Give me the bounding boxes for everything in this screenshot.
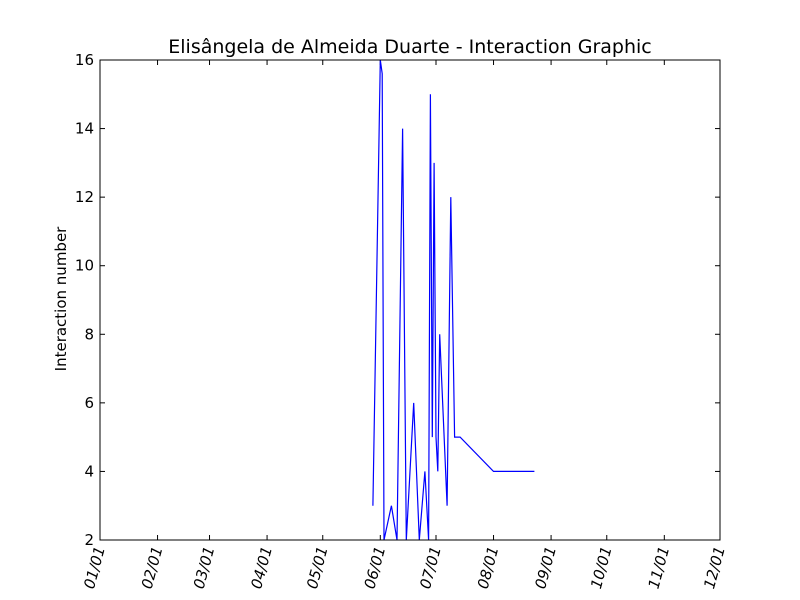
y-tick-label: 16 xyxy=(75,51,94,69)
plot-area xyxy=(372,60,535,540)
axis-ticks xyxy=(99,59,721,541)
y-tick-label: 10 xyxy=(75,257,94,275)
chart-title: Elisângela de Almeida Duarte - Interacti… xyxy=(168,36,651,58)
y-tick-label: 14 xyxy=(75,120,94,138)
plot-frame xyxy=(99,59,721,541)
y-tick-label: 4 xyxy=(84,462,94,480)
series-layer xyxy=(372,60,535,540)
y-tick-label: 8 xyxy=(84,325,94,343)
y-tick-label: 6 xyxy=(84,394,94,412)
y-axis-label: Interaction number xyxy=(52,226,70,372)
series-line-0 xyxy=(372,60,535,540)
y-tick-label: 2 xyxy=(84,531,94,549)
y-tick-label: 12 xyxy=(75,188,94,206)
